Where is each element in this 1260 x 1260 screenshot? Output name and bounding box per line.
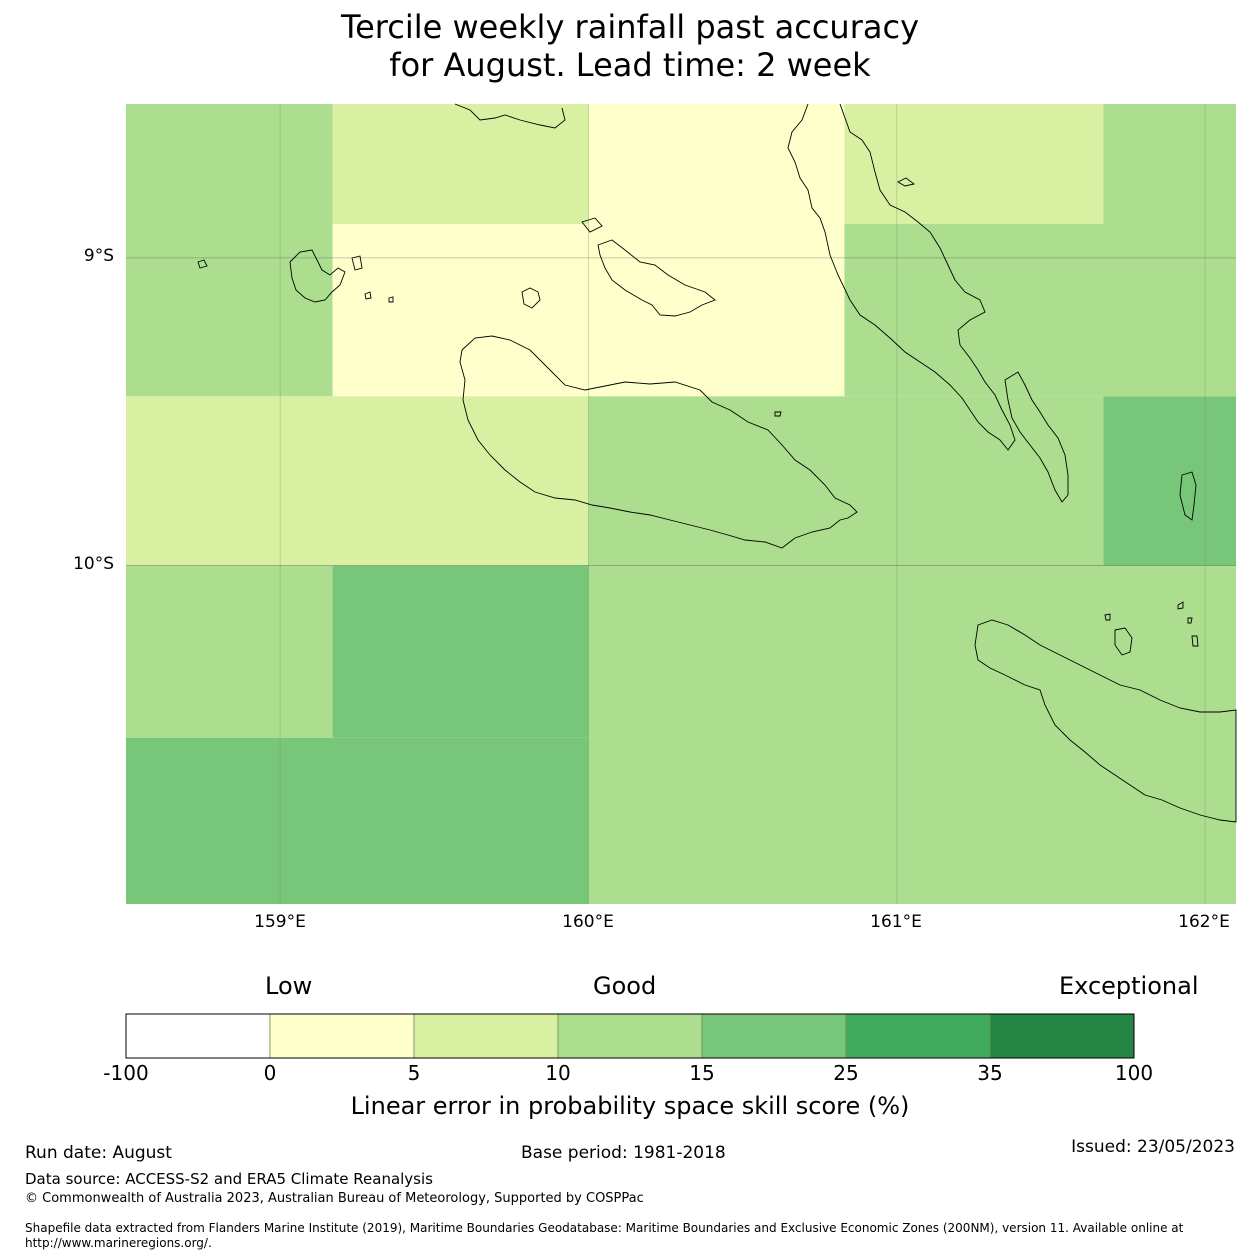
coastline-makira xyxy=(974,619,1237,823)
colorbar-segment xyxy=(269,1013,415,1059)
copyright: © Commonwealth of Australia 2023, Austra… xyxy=(25,1191,644,1206)
grid-cell xyxy=(588,396,1104,566)
coastline-russell-islands xyxy=(289,249,346,303)
lon-label-162e: 162°E xyxy=(1178,912,1230,932)
shapefile-credit-line-1: Shapefile data extracted from Flanders M… xyxy=(25,1221,1184,1235)
grid-cell xyxy=(1103,396,1236,566)
coastline-islet-10 xyxy=(1177,601,1184,610)
colorbar-tick-label: 0 xyxy=(263,1061,277,1085)
coastline-islet-6 xyxy=(897,177,916,187)
coastline-islet-3 xyxy=(364,291,372,300)
chart-title-line-2: for August. Lead time: 2 week xyxy=(389,46,871,84)
coastline-malaita-north xyxy=(787,103,1016,451)
coastline-islet-4 xyxy=(388,296,394,303)
lon-label-159e: 159°E xyxy=(254,912,306,932)
run-date: Run date: August xyxy=(25,1143,172,1163)
colorbar-tick-label: -100 xyxy=(103,1061,149,1085)
coastline-islet-11 xyxy=(1187,617,1193,624)
lat-label-10s: 10°S xyxy=(73,554,114,574)
colorbar-outline xyxy=(125,1013,1135,1059)
coastline-islet-7 xyxy=(774,411,782,417)
colorbar-segment xyxy=(989,1013,1135,1059)
colorbar-label: Linear error in probability space skill … xyxy=(350,1092,910,1120)
data-source: Data source: ACCESS-S2 and ERA5 Climate … xyxy=(25,1170,433,1188)
skill-score-map xyxy=(126,103,1237,904)
lon-label-160e: 160°E xyxy=(562,912,614,932)
shapefile-credit-line-2: http://www.marineregions.org/. xyxy=(25,1236,212,1250)
coastline-islet-8 xyxy=(1114,627,1133,656)
colorbar-heading-low: Low xyxy=(265,972,313,1000)
coastline-islet-5 xyxy=(581,217,603,233)
coastline-santa-isabel xyxy=(454,103,566,129)
colorbar-segment xyxy=(125,1013,271,1059)
grid-cell xyxy=(588,104,845,397)
colorbar xyxy=(125,1013,1135,1059)
grid-cell xyxy=(126,737,589,904)
coastline-islet-2 xyxy=(197,259,208,269)
coastline-savo xyxy=(521,287,541,309)
colorbar-segment xyxy=(413,1013,559,1059)
coastline-small-malaita xyxy=(1004,371,1069,503)
grid-cell xyxy=(332,565,589,738)
colorbar-segment xyxy=(701,1013,847,1059)
grid-cell xyxy=(844,224,1236,397)
coastline-florida-islands xyxy=(597,239,716,317)
coastlines xyxy=(197,103,1237,823)
colorbar-tick-label: 5 xyxy=(407,1061,421,1085)
lon-label-161e: 161°E xyxy=(870,912,922,932)
grid-cell xyxy=(588,565,1236,904)
coastline-islet-1 xyxy=(351,255,363,271)
base-period: Base period: 1981-2018 xyxy=(521,1143,726,1163)
grid-cell xyxy=(126,396,589,566)
colorbar-tick-label: 25 xyxy=(833,1061,859,1085)
colorbar-tick-label: 100 xyxy=(1114,1061,1154,1085)
coastline-islet-9 xyxy=(1104,613,1111,621)
colorbar-tick-label: 10 xyxy=(545,1061,571,1085)
grid-cell xyxy=(332,224,589,397)
colorbar-tick-label: 35 xyxy=(977,1061,1003,1085)
grid-cell xyxy=(844,104,1104,224)
grid-cell xyxy=(126,565,333,738)
colorbar-heading-exceptional: Exceptional xyxy=(1059,972,1199,1000)
colorbar-tick-label: 15 xyxy=(689,1061,715,1085)
grid-cell xyxy=(332,104,589,224)
coastline-islet-12 xyxy=(1191,635,1199,647)
coastline-ulawa xyxy=(1179,471,1197,521)
colorbar-segment xyxy=(845,1013,991,1059)
issued-date: Issued: 23/05/2023 xyxy=(1071,1137,1235,1157)
grid-cells xyxy=(126,104,1236,904)
coastline-guadalcanal xyxy=(459,335,858,549)
grid-cell xyxy=(126,104,333,397)
colorbar-segment xyxy=(557,1013,703,1059)
colorbar-heading-good: Good xyxy=(593,972,657,1000)
lat-label-9s: 9°S xyxy=(83,246,114,266)
chart-title-line-1: Tercile weekly rainfall past accuracy xyxy=(340,8,919,46)
grid-cell xyxy=(1103,104,1236,224)
